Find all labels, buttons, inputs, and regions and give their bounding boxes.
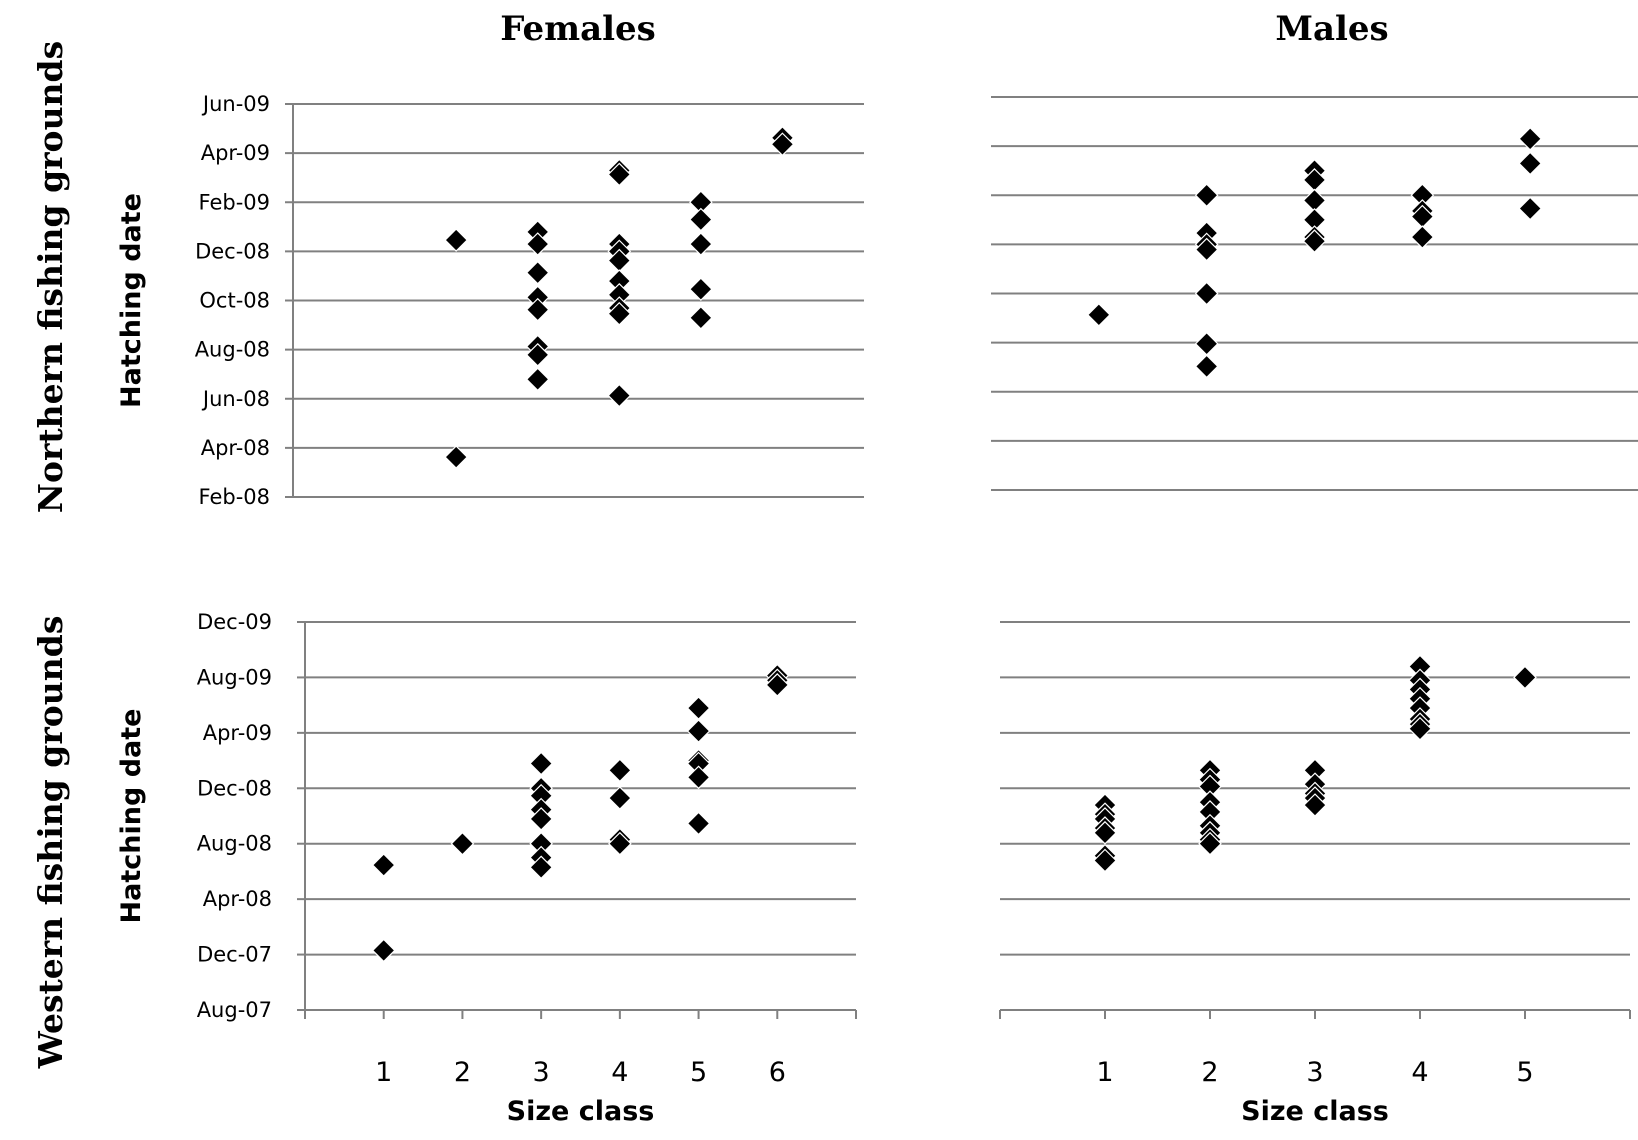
data-point [686, 719, 711, 743]
data-point [1194, 237, 1219, 262]
y-tick-label: Dec-09 [197, 610, 272, 634]
data-point [608, 786, 632, 810]
data-point [1194, 331, 1219, 356]
y-tick-label: Apr-09 [203, 721, 272, 745]
x-tick-label: 1 [375, 1057, 392, 1088]
data-point [689, 305, 713, 330]
y-axis-title: Hatching date [116, 709, 147, 924]
data-point [1198, 831, 1222, 856]
data-point [1194, 354, 1219, 379]
y-tick-label: Jun-08 [201, 387, 270, 411]
data-point [607, 383, 632, 408]
data-point [444, 445, 468, 469]
row-title-western: Western fishing grounds [31, 616, 70, 1070]
y-tick-label: Feb-08 [199, 485, 270, 509]
data-point [1303, 793, 1327, 817]
y-tick-label: Apr-08 [201, 436, 270, 460]
data-point [1194, 183, 1219, 208]
data-point [1086, 302, 1111, 327]
data-point [607, 301, 632, 326]
data-point [1194, 281, 1219, 306]
y-tick-label: Aug-08 [195, 338, 270, 362]
data-point [1093, 848, 1117, 873]
panel-males-western: 1 2 3 4 5 Size class [999, 621, 1631, 1127]
y-tick-label: Oct-08 [199, 289, 270, 313]
column-title-females: Females [500, 9, 656, 49]
column-title-males: Males [1275, 9, 1388, 49]
data-point [1518, 196, 1543, 221]
y-tick-label: Aug-08 [197, 832, 272, 856]
y-tick-label: Dec-08 [195, 239, 270, 263]
data-point [525, 232, 550, 256]
data-point [686, 696, 711, 720]
data-point [525, 342, 550, 367]
y-tick-label: Jun-09 [201, 92, 270, 116]
data-point [1518, 151, 1543, 176]
data-point [525, 367, 550, 392]
x-axis-title: Size class [507, 1096, 655, 1127]
y-tick-label: Aug-07 [197, 998, 272, 1022]
data-point [689, 232, 713, 256]
panel-males-northern [991, 96, 1638, 491]
x-tick-label: 6 [769, 1057, 786, 1088]
data-point [525, 260, 550, 285]
x-tick-label: 3 [533, 1057, 550, 1088]
data-point [1408, 716, 1432, 741]
panel-females-northern: Feb-08 Apr-08 Jun-08 Aug-08 Oct-08 Dec-08 Feb-… [116, 92, 864, 509]
x-tick-label: 3 [1306, 1057, 1323, 1088]
x-tick-label: 4 [1411, 1057, 1428, 1088]
data-point [1513, 665, 1537, 690]
data-point [529, 855, 553, 880]
data-point [450, 831, 475, 856]
y-tick-label: Aug-09 [197, 665, 272, 689]
y-tick-label: Feb-09 [199, 190, 270, 214]
data-point [686, 811, 711, 836]
x-tick-label: 2 [1201, 1057, 1218, 1088]
data-point [371, 853, 396, 877]
data-point [608, 831, 632, 856]
data-point [607, 162, 632, 187]
data-point [689, 277, 713, 302]
panel-females-western: Aug-07 Dec-07 Apr-08 Aug-08 Dec-08 Apr-09 Aug-… [116, 610, 857, 1127]
data-point [770, 132, 795, 157]
data-point [1410, 225, 1435, 249]
data-point [608, 758, 632, 783]
y-tick-label: Apr-08 [203, 887, 272, 911]
data-point [525, 297, 550, 322]
data-point [529, 751, 553, 776]
data-point [1518, 127, 1543, 151]
row-title-northern: Northern fishing grounds [31, 41, 70, 513]
data-point [689, 207, 713, 232]
data-point [444, 228, 468, 252]
x-axis-title: Size class [1241, 1096, 1389, 1127]
x-tick-label: 5 [1516, 1057, 1533, 1088]
data-point [371, 938, 396, 963]
data-point [765, 673, 790, 697]
data-point [1093, 820, 1117, 845]
y-tick-label: Dec-07 [197, 943, 272, 967]
data-point [686, 765, 711, 790]
data-point [529, 807, 553, 831]
y-tick-label: Apr-09 [201, 141, 270, 165]
x-tick-label: 5 [690, 1057, 707, 1088]
y-tick-label: Dec-08 [197, 776, 272, 800]
y-axis-title: Hatching date [116, 193, 147, 408]
x-tick-label: 2 [454, 1057, 471, 1088]
x-tick-label: 1 [1096, 1057, 1113, 1088]
data-point [1302, 229, 1327, 253]
x-tick-label: 4 [611, 1057, 628, 1088]
